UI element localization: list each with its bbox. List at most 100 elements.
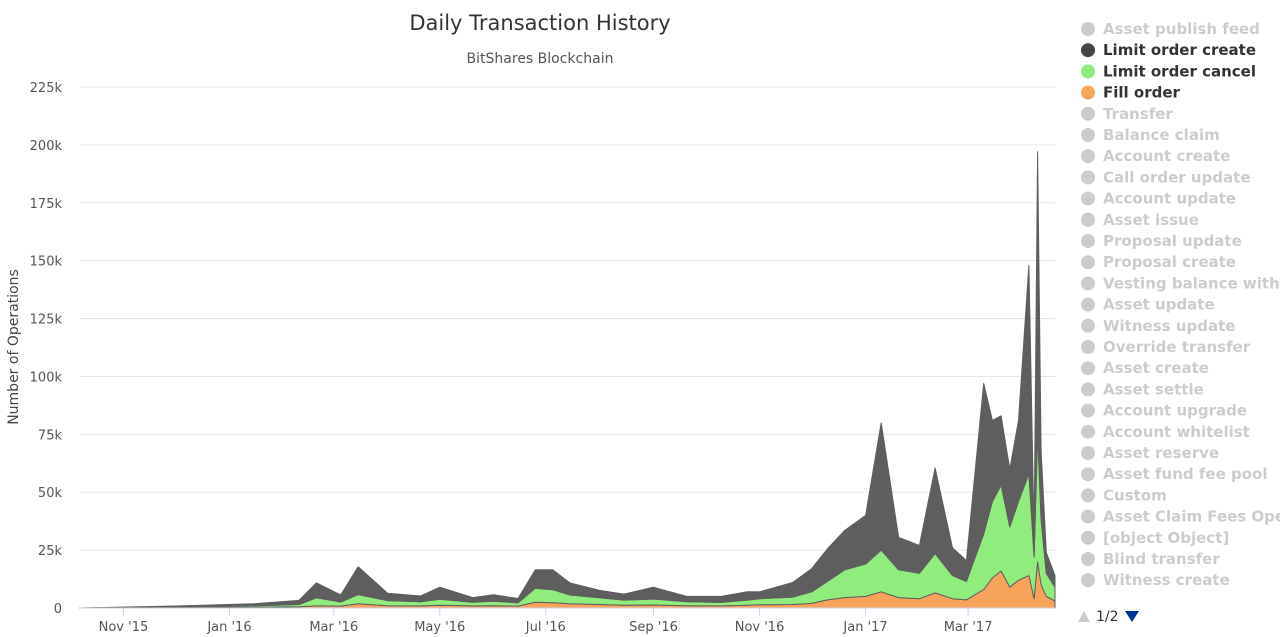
y-tick-label: 200k [30, 139, 63, 154]
legend-label: Asset issue [1103, 211, 1199, 229]
legend-label: Balance claim [1103, 126, 1220, 144]
legend-item[interactable]: Asset publish feed [1081, 20, 1260, 38]
legend-item[interactable]: Account whitelist [1081, 423, 1250, 441]
legend-label: Account upgrade [1103, 402, 1247, 420]
plot-area [79, 151, 1056, 609]
x-tick-label: Jan '16 [206, 620, 251, 635]
legend-item[interactable]: Asset settle [1081, 380, 1204, 398]
legend-label: Witness create [1103, 571, 1230, 589]
legend-marker-icon [1081, 128, 1095, 142]
legend-marker-icon [1081, 446, 1095, 460]
legend-navigation: 1/2 [1078, 609, 1139, 625]
legend-item[interactable]: Fill order [1081, 84, 1181, 102]
legend-item[interactable]: Proposal update [1081, 232, 1242, 250]
legend-item[interactable]: Witness update [1081, 317, 1235, 335]
legend-label: Asset Claim Fees Operation [1103, 508, 1280, 526]
legend-label: Account update [1103, 190, 1236, 208]
legend-label: Fill order [1103, 84, 1181, 102]
legend-marker-icon [1081, 382, 1095, 397]
x-tick-label: Jul '16 [525, 620, 566, 635]
y-axis-ticks: 0 25k 50k 75k 100k 125k 150k 175k 200k 225k [30, 81, 63, 617]
legend-label: Proposal update [1103, 232, 1242, 250]
legend-label: Account whitelist [1103, 423, 1250, 441]
legend-item[interactable]: Custom [1081, 486, 1167, 504]
legend-marker-icon [1081, 191, 1095, 206]
y-tick-label: 25k [38, 544, 63, 559]
legend-marker-icon [1081, 467, 1095, 482]
legend-marker-icon [1081, 43, 1095, 58]
legend-item[interactable]: Asset create [1081, 359, 1209, 377]
legend-item[interactable]: Asset fund fee pool [1081, 465, 1267, 483]
y-tick-label: 100k [30, 370, 63, 385]
legend-marker-icon [1081, 255, 1095, 270]
legend-item[interactable]: Proposal create [1081, 253, 1236, 271]
legend-label: Override transfer [1103, 338, 1251, 356]
legend-label: Call order update [1103, 168, 1251, 186]
y-tick-label: 50k [38, 486, 63, 501]
legend-item[interactable]: Asset issue [1081, 211, 1199, 229]
legend-item[interactable]: Account create [1081, 147, 1230, 165]
legend-marker-icon [1081, 106, 1095, 121]
legend-marker-icon [1081, 340, 1095, 354]
x-tick-label: Mar '16 [309, 620, 358, 635]
area-limit-order-create[interactable] [79, 151, 1056, 609]
legend-item[interactable]: [object Object] [1081, 529, 1229, 547]
legend-item[interactable]: Vesting balance withdraw [1081, 274, 1280, 292]
y-tick-label: 175k [30, 197, 63, 212]
legend-label: Custom [1103, 486, 1167, 504]
x-tick-label: Sep '16 [629, 620, 678, 635]
legend-label: Limit order create [1103, 41, 1256, 59]
legend-marker-icon [1081, 149, 1095, 164]
legend-label: Proposal create [1103, 253, 1236, 271]
chart-title: Daily Transaction History [409, 11, 670, 35]
legend-marker-icon [1081, 552, 1095, 566]
legend-marker-icon [1081, 573, 1095, 588]
legend-marker-icon [1081, 403, 1095, 418]
legend-item[interactable]: Limit order create [1081, 41, 1256, 59]
legend-item[interactable]: Account upgrade [1081, 402, 1247, 420]
y-tick-label: 0 [54, 602, 62, 617]
legend-item[interactable]: Limit order cancel [1081, 62, 1256, 80]
legend-item[interactable]: Call order update [1081, 168, 1251, 186]
legend-page-indicator: 1/2 [1096, 609, 1119, 625]
y-axis-label: Number of Operations [6, 269, 22, 425]
legend-item[interactable]: Asset update [1081, 296, 1215, 314]
legend-label: Account create [1103, 147, 1230, 165]
gridlines [80, 86, 1055, 551]
legend: Asset publish feed Limit order create Limi… [1081, 20, 1280, 589]
legend-item[interactable]: Asset Claim Fees Operation [1081, 508, 1280, 526]
legend-page-down-icon[interactable] [1125, 611, 1139, 622]
legend-item[interactable]: Blind transfer [1081, 550, 1220, 568]
legend-label: Asset publish feed [1103, 20, 1260, 38]
y-tick-label: 150k [30, 255, 63, 270]
legend-item[interactable]: Transfer [1081, 105, 1173, 123]
legend-item[interactable]: Override transfer [1081, 338, 1251, 356]
legend-label: [object Object] [1103, 529, 1229, 547]
legend-marker-icon [1081, 85, 1095, 100]
x-tick-label: Nov '15 [99, 620, 149, 635]
x-tick-label: Mar '17 [944, 620, 993, 635]
legend-marker-icon [1081, 509, 1095, 524]
legend-item[interactable]: Witness create [1081, 571, 1230, 589]
legend-marker-icon [1081, 488, 1095, 503]
legend-marker-icon [1081, 22, 1095, 36]
legend-label: Vesting balance withdraw [1103, 274, 1280, 292]
legend-marker-icon [1081, 212, 1095, 227]
legend-label: Asset fund fee pool [1103, 465, 1267, 483]
x-tick-label: Jan '17 [842, 620, 887, 635]
legend-item[interactable]: Balance claim [1081, 126, 1220, 144]
legend-item[interactable]: Account update [1081, 190, 1236, 208]
legend-marker-icon [1081, 276, 1095, 291]
legend-marker-icon [1081, 64, 1095, 79]
legend-label: Blind transfer [1103, 550, 1220, 568]
legend-label: Transfer [1103, 105, 1173, 123]
legend-marker-icon [1081, 424, 1095, 439]
legend-label: Asset create [1103, 359, 1209, 377]
x-tick-label: Nov '16 [735, 620, 785, 635]
y-tick-label: 125k [30, 313, 63, 328]
legend-page-up-icon[interactable] [1078, 611, 1090, 622]
legend-marker-icon [1081, 170, 1095, 185]
legend-label: Asset settle [1103, 380, 1204, 398]
legend-item[interactable]: Asset reserve [1081, 444, 1219, 462]
